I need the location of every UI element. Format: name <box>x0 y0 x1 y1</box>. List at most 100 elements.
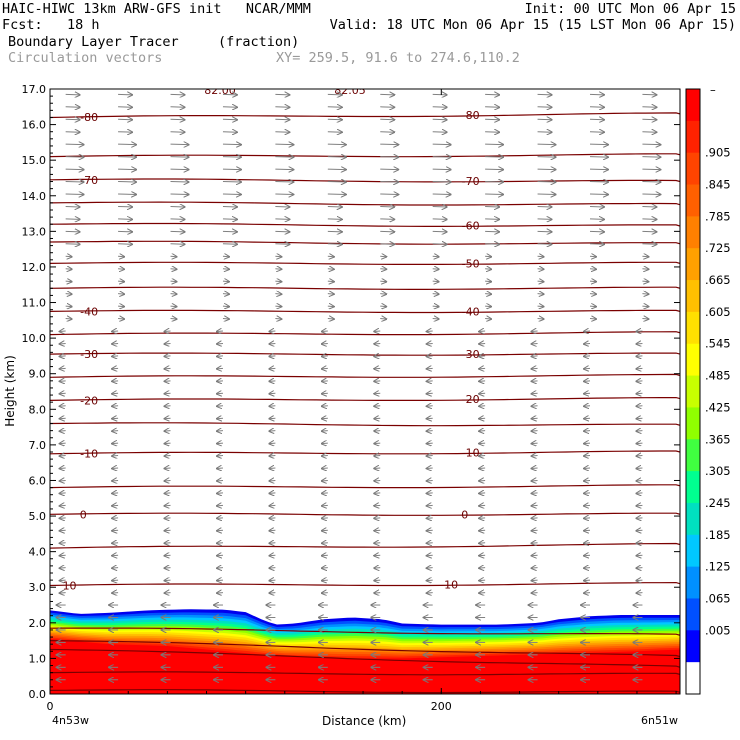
vector-field-name: Circulation vectors <box>8 50 163 66</box>
colorbar-label: .545 <box>705 337 731 351</box>
vector-arrow <box>532 443 538 444</box>
y-tick-label: 3.0 <box>29 581 47 594</box>
colorbar-swatch <box>686 630 700 663</box>
vector-arrow <box>217 480 223 481</box>
contour-line <box>50 581 680 587</box>
vector-arrow <box>322 530 328 531</box>
vector-arrow <box>485 94 499 95</box>
vector-arrow <box>479 568 486 569</box>
contour-line <box>50 112 680 119</box>
vector-arrow <box>479 555 486 556</box>
colorbar-label: .485 <box>705 369 731 383</box>
vector-arrow <box>432 194 451 195</box>
vector-arrow <box>479 393 486 394</box>
vector-arrow <box>479 580 486 581</box>
vector-arrow <box>485 244 499 245</box>
vector-arrow <box>584 493 591 494</box>
vector-arrow <box>380 132 394 133</box>
vector-arrow <box>636 331 643 332</box>
colorbar-swatch <box>686 280 700 313</box>
vector-arrow <box>485 182 503 183</box>
vector-arrow <box>374 418 381 419</box>
vector-arrow <box>112 468 119 469</box>
vector-arrow <box>485 194 503 195</box>
vector-arrow <box>170 94 185 95</box>
vector-arrow <box>222 306 229 307</box>
vector-arrow <box>327 182 346 183</box>
vector-arrow <box>65 306 72 307</box>
vector-arrow <box>65 182 84 183</box>
vector-arrow <box>65 319 72 320</box>
vector-arrow <box>275 306 281 307</box>
vector-arrow <box>322 418 328 419</box>
vector-arrow <box>170 182 189 183</box>
contour-label: -40 <box>80 305 98 318</box>
vector-arrow <box>432 107 447 108</box>
vector-arrow <box>532 356 538 357</box>
vector-arrow <box>60 568 66 569</box>
y-tick-label: 10.0 <box>22 332 47 345</box>
vector-arrow <box>112 456 119 457</box>
vector-arrow <box>170 219 185 220</box>
vector-arrow <box>427 331 433 332</box>
vector-arrow <box>584 593 591 594</box>
vector-arrow <box>636 543 643 544</box>
vector-arrow <box>427 343 433 344</box>
vector-arrow <box>485 157 503 158</box>
vector-arrow <box>269 418 276 419</box>
x-tick-label: 200 <box>431 700 452 713</box>
vector-arrow <box>327 256 334 257</box>
vector-arrow <box>427 456 433 457</box>
vector-arrow <box>165 381 171 382</box>
vector-arrow <box>165 368 171 369</box>
vector-arrow <box>275 182 293 183</box>
vector-arrow <box>327 107 342 108</box>
vector-arrow <box>60 368 66 369</box>
vector-arrow <box>222 294 229 295</box>
vector-arrow <box>642 319 648 320</box>
vector-arrow <box>479 505 486 506</box>
vector-arrow <box>642 194 660 195</box>
contour-label: -70 <box>80 174 98 187</box>
vector-arrow <box>427 431 433 432</box>
vector-arrow <box>432 306 439 307</box>
vector-arrow <box>327 319 334 320</box>
colorbar-swatch <box>686 566 700 599</box>
vector-arrow <box>537 281 544 282</box>
vector-arrow <box>642 281 648 282</box>
vector-arrow <box>380 157 398 158</box>
vector-arrow <box>222 281 229 282</box>
vector-arrow <box>636 530 643 531</box>
vector-arrow <box>374 431 381 432</box>
vector-arrow <box>374 593 381 594</box>
vector-arrow <box>374 518 381 519</box>
contour-label: -80 <box>80 111 98 124</box>
vector-arrow <box>269 543 276 544</box>
vector-arrow <box>118 206 132 207</box>
vector-arrow <box>374 543 381 544</box>
vector-arrow <box>170 319 177 320</box>
vector-arrow <box>532 493 538 494</box>
vector-arrow <box>642 256 648 257</box>
contour-line <box>50 309 680 314</box>
vector-arrow <box>65 281 72 282</box>
vector-arrow <box>432 244 447 245</box>
vector-arrow <box>322 468 328 469</box>
vector-arrow <box>537 119 552 120</box>
vector-arrow <box>584 406 591 407</box>
vector-arrow <box>118 256 124 257</box>
vector-arrow <box>322 456 328 457</box>
colorbar-label: .425 <box>705 400 731 414</box>
vector-arrow <box>636 568 643 569</box>
vector-arrow <box>589 194 608 195</box>
vector-arrow <box>636 505 643 506</box>
vector-arrow <box>432 94 447 95</box>
vector-arrow <box>485 169 503 170</box>
vector-arrow <box>642 219 656 220</box>
axes: 0.0 1.0 2.0 3.0 4.0 5.0 6.0 7.0 8.0 9.0 10.0 11.0 12… <box>22 83 681 713</box>
vector-arrow <box>532 580 538 581</box>
vector-arrow <box>427 493 433 494</box>
vector-arrow <box>432 157 451 158</box>
vector-arrow <box>60 443 66 444</box>
